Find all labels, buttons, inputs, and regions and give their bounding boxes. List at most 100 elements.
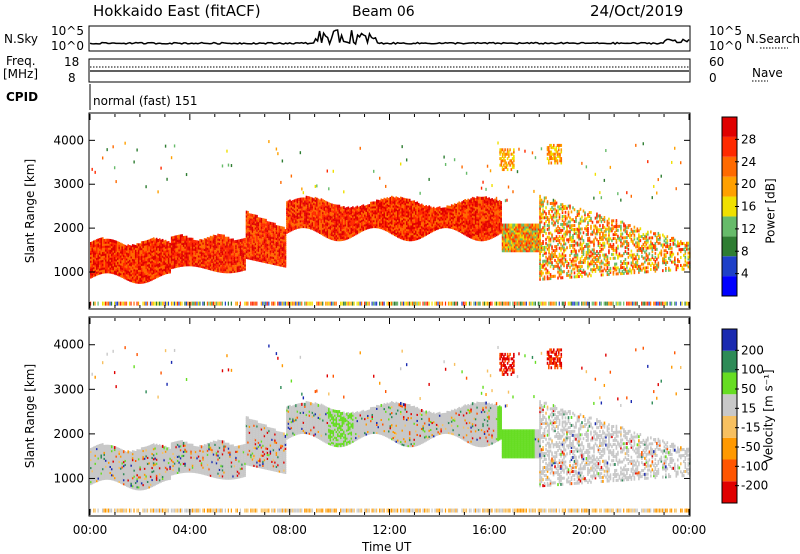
power-cell [473, 221, 475, 225]
power-cell [286, 211, 288, 215]
power-cell [163, 269, 165, 273]
power-cell [428, 227, 431, 231]
power-cell [417, 236, 420, 240]
power-cell [211, 242, 213, 246]
power-cell [341, 301, 343, 306]
power-cell [241, 248, 243, 252]
power-cell [125, 263, 128, 267]
power-cell [143, 301, 146, 306]
power-cell [202, 257, 204, 261]
power-cell [149, 254, 152, 258]
power-cell [166, 265, 168, 269]
power-cell [97, 242, 100, 246]
power-cell [346, 232, 348, 236]
power-cell [103, 268, 106, 272]
power-cell [368, 210, 371, 214]
power-cell [404, 200, 407, 204]
power-cell [417, 210, 420, 214]
power-cell [392, 212, 395, 216]
power-cell [151, 243, 153, 247]
power-cell [155, 267, 158, 271]
power-cell [298, 219, 300, 223]
power-cell [100, 243, 103, 247]
power-cell [365, 222, 368, 226]
power-cell [272, 234, 275, 238]
power-cell [90, 255, 92, 259]
power-cell [316, 229, 318, 233]
power-cell [422, 301, 424, 306]
power-cell [272, 250, 275, 254]
power-cell [247, 214, 249, 218]
power-cell [349, 209, 351, 213]
power-cell [152, 262, 155, 266]
power-cell [178, 250, 180, 254]
power-cell [134, 270, 137, 274]
power-cell [134, 272, 137, 276]
power-cell [199, 301, 201, 306]
power-cell [413, 218, 416, 222]
power-cell [358, 230, 360, 234]
power-cell [370, 209, 372, 213]
power-cell [402, 229, 405, 233]
power-cell [254, 232, 257, 236]
power-cell [137, 268, 140, 272]
power-cell [449, 217, 451, 221]
power-cell [326, 209, 329, 213]
power-cell [193, 259, 195, 263]
power-cell [338, 222, 341, 226]
power-cell [302, 199, 305, 203]
power-cell [440, 225, 443, 229]
power-cell [209, 249, 212, 253]
power-cell [212, 264, 215, 268]
power-cell [131, 261, 134, 265]
power-cell [157, 272, 159, 276]
power-cell [107, 262, 110, 266]
power-cell [329, 214, 332, 218]
power-cell [173, 257, 176, 261]
power-cell [194, 253, 197, 257]
power-cell [184, 253, 186, 257]
power-cell [119, 272, 122, 276]
power-cell [122, 257, 125, 261]
power-cell [95, 266, 98, 270]
power-cell [452, 218, 454, 222]
power-cell [280, 263, 282, 267]
power-cell [232, 244, 234, 248]
power-cell [229, 244, 231, 248]
power-cell [364, 215, 366, 219]
power-cell [328, 208, 330, 212]
power-cell [362, 226, 365, 230]
power-cell [422, 224, 425, 228]
power-cell [271, 245, 273, 249]
power-cell [326, 213, 329, 217]
power-cell [217, 239, 219, 243]
power-cell [325, 206, 327, 210]
power-cell [112, 241, 115, 245]
power-cell [136, 266, 139, 270]
power-cell [334, 224, 336, 228]
power-cell [260, 255, 263, 259]
power-cell [450, 301, 453, 306]
power-cell [164, 255, 167, 259]
power-cell [242, 258, 245, 262]
power-cell [220, 242, 222, 246]
power-cell [206, 240, 209, 244]
power-cell [251, 231, 254, 235]
power-cell [467, 234, 469, 238]
power-cell [395, 231, 398, 235]
power-cell [356, 223, 359, 227]
power-cell [385, 206, 387, 210]
power-cell [200, 241, 203, 245]
power-cell [220, 234, 222, 238]
power-cell [269, 253, 272, 257]
power-cell [172, 240, 174, 244]
power-cell [361, 205, 363, 209]
power-cell [209, 237, 212, 241]
power-cell [167, 268, 170, 272]
power-cell [396, 218, 399, 222]
power-cell [190, 257, 192, 261]
power-cell [286, 222, 288, 226]
power-cell [376, 221, 378, 225]
power-cell [468, 231, 471, 235]
power-cell [158, 240, 161, 244]
